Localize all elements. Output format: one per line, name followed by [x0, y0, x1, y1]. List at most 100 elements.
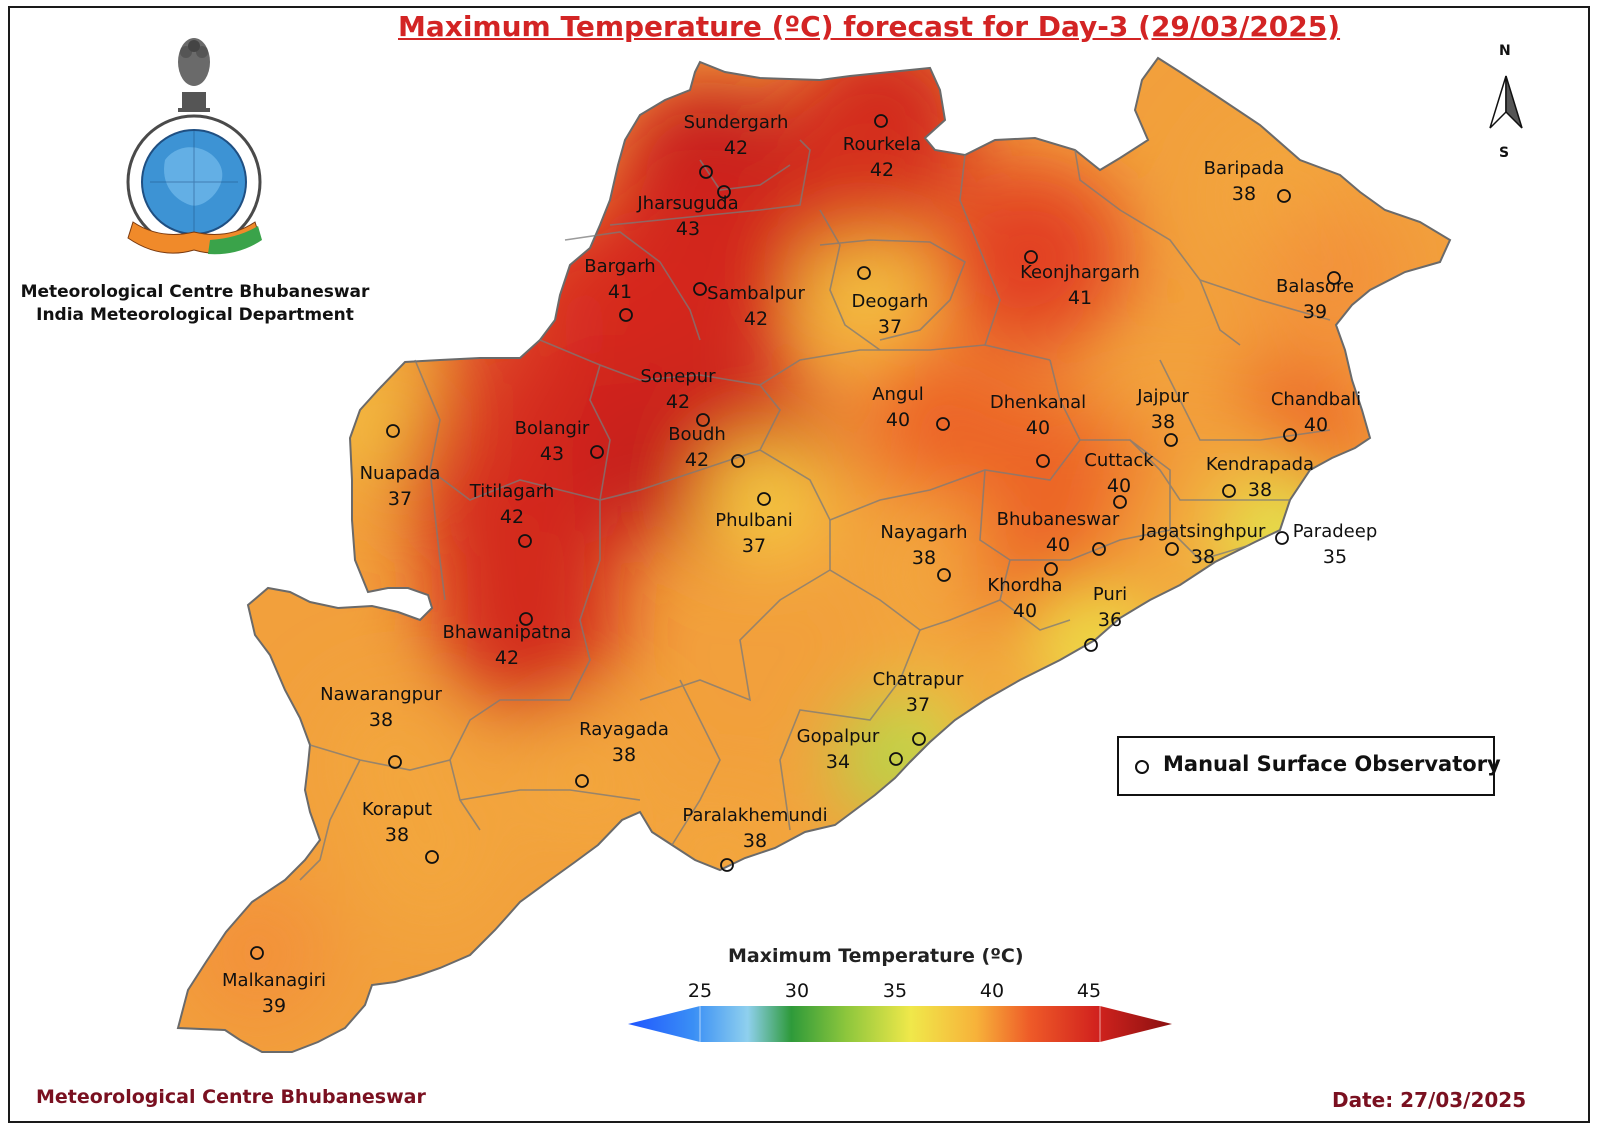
- station-name: Puri: [1093, 584, 1127, 605]
- station-temperature: 38: [1191, 546, 1215, 568]
- station-temperature: 40: [1013, 600, 1037, 622]
- footer-date: Date: 27/03/2025: [1332, 1088, 1527, 1112]
- station-name: Deogarh: [852, 291, 929, 312]
- station-khordha: Khordha 40: [987, 562, 1063, 622]
- station-markers: Sundergarh 42 Rourkela 42 Jharsuguda 43 Baripa…: [222, 112, 1377, 1017]
- station-cuttack: Cuttack 40: [1084, 450, 1154, 509]
- station-name: Sonepur: [640, 366, 716, 387]
- page-frame: [8, 6, 1590, 1123]
- station-temperature: 39: [262, 995, 286, 1017]
- ashoka-emblem-icon: [178, 38, 210, 112]
- observatory-marker: [699, 165, 713, 179]
- station-name: Keonjhargarh: [1020, 262, 1140, 283]
- colorbar: [628, 1006, 1172, 1042]
- observatory-marker: [425, 850, 439, 864]
- station-bargarh: Bargarh 41: [584, 256, 656, 322]
- observatory-marker: [1092, 542, 1106, 556]
- station-temperature: 42: [744, 308, 768, 330]
- station-jharsuguda: Jharsuguda 43: [636, 185, 739, 240]
- station-name: Bargarh: [584, 256, 655, 277]
- station-sonepur: Sonepur 42: [640, 366, 716, 427]
- heat-zone: [1031, 585, 1151, 705]
- organization-name: Meteorological Centre Bhubaneswar: [20, 282, 370, 302]
- station-temperature: 42: [870, 159, 894, 181]
- station-name: Balasore: [1276, 276, 1354, 297]
- observatory-marker: [388, 755, 402, 769]
- station-name: Gopalpur: [797, 726, 880, 747]
- station-name: Dhenkanal: [990, 392, 1086, 413]
- station-name: Angul: [872, 384, 924, 405]
- station-puri: Puri 36: [1084, 584, 1127, 652]
- temperature-field: [178, 58, 1450, 1052]
- station-dhenkanal: Dhenkanal 40: [990, 392, 1086, 468]
- station-jajpur: Jajpur 38: [1136, 386, 1189, 447]
- observatory-marker: [731, 454, 745, 468]
- station-name: Cuttack: [1084, 450, 1154, 471]
- station-name: Phulbani: [715, 510, 793, 531]
- station-kendrapada: Kendrapada 38: [1206, 454, 1314, 501]
- colorbar-tick: 25: [687, 980, 713, 1002]
- page-title: Maximum Temperature (ºC) forecast for Da…: [398, 10, 1341, 43]
- observatory-marker: [857, 266, 871, 280]
- station-name: Chatrapur: [873, 669, 964, 690]
- station-name: Jajpur: [1136, 386, 1189, 407]
- station-name: Rourkela: [843, 134, 921, 155]
- station-baripada: Baripada 38: [1204, 158, 1291, 205]
- observatory-marker: [1164, 433, 1178, 447]
- colorbar-tick: 45: [1076, 980, 1102, 1002]
- station-temperature: 35: [1323, 546, 1347, 568]
- station-temperature: 40: [1107, 475, 1131, 497]
- observatory-marker: [720, 858, 734, 872]
- station-temperature: 40: [1046, 534, 1070, 556]
- heat-zone: [182, 878, 332, 1028]
- observatory-marker: [518, 534, 532, 548]
- observatory-marker: [1222, 484, 1236, 498]
- station-temperature: 42: [724, 137, 748, 159]
- station-titilagarh: Titilagarh 42: [469, 481, 554, 548]
- station-bolangir: Bolangir 43: [515, 418, 604, 465]
- district-boundaries: [299, 139, 1331, 881]
- colorbar-tick: 40: [979, 980, 1005, 1002]
- station-temperature: 38: [743, 830, 767, 852]
- heat-zone: [936, 162, 1126, 352]
- station-name: Paradeep: [1293, 521, 1378, 542]
- observatory-marker: [757, 492, 771, 506]
- station-jagatsinghpur: Jagatsinghpur 38: [1140, 521, 1266, 568]
- station-name: Rayagada: [579, 719, 669, 740]
- observatory-marker: [575, 774, 589, 788]
- station-temperature: 38: [912, 547, 936, 569]
- station-nayagarh: Nayagarh 38: [880, 522, 968, 582]
- station-temperature: 43: [676, 218, 700, 240]
- compass-south-label: S: [1499, 145, 1510, 161]
- station-temperature: 39: [1303, 301, 1327, 323]
- station-rayagada: Rayagada 38: [575, 719, 669, 788]
- observatory-marker: [912, 732, 926, 746]
- observatory-marker: [250, 946, 264, 960]
- station-name: Koraput: [362, 799, 432, 820]
- station-nuapada: Nuapada 37: [360, 424, 440, 510]
- heat-zone: [507, 706, 657, 856]
- heat-zone: [869, 500, 1019, 650]
- station-temperature: 37: [742, 535, 766, 557]
- station-name: Paralakhemundi: [682, 805, 827, 826]
- station-name: Khordha: [987, 575, 1062, 596]
- observatory-marker: [386, 424, 400, 438]
- station-temperature: 40: [886, 409, 910, 431]
- observatory-marker: [1275, 531, 1289, 545]
- station-sambalpur: Sambalpur 42: [693, 282, 805, 330]
- colorbar-title: Maximum Temperature (ºC): [728, 945, 1024, 967]
- station-temperature: 41: [1068, 287, 1092, 309]
- station-temperature: 41: [608, 281, 632, 303]
- station-name: Bhawanipatna: [443, 622, 572, 643]
- colorbar-tick: 30: [784, 980, 810, 1002]
- observatory-marker: [1277, 189, 1291, 203]
- station-gopalpur: Gopalpur 34: [797, 726, 903, 773]
- observatory-marker: [696, 413, 710, 427]
- observatory-marker: [693, 282, 707, 296]
- station-nawarangpur: Nawarangpur 38: [320, 684, 442, 769]
- station-temperature: 37: [906, 694, 930, 716]
- station-temperature: 42: [666, 391, 690, 413]
- observatory-marker: [1165, 542, 1179, 556]
- observatory-marker: [1044, 562, 1058, 576]
